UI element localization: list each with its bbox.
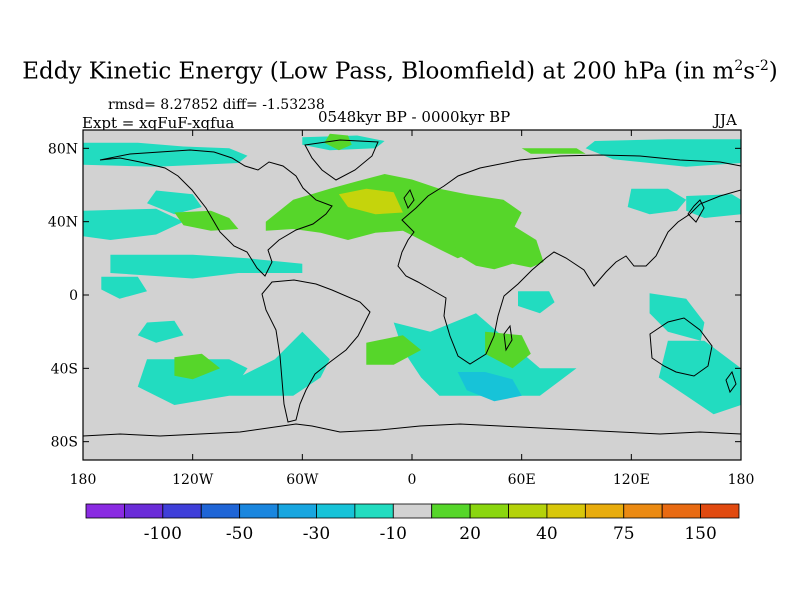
y-tick-label: 80N — [48, 141, 78, 157]
region-australia-cyan — [658, 340, 741, 415]
colorbar-box — [392, 503, 433, 519]
region-pacific-green — [174, 353, 221, 380]
north-america-coast — [99, 149, 333, 277]
x-tick-label: 0 — [408, 472, 417, 488]
eurasia-africa-coast — [397, 154, 741, 365]
x-tick-label: 180 — [728, 472, 755, 488]
new-zealand-coast — [725, 370, 737, 394]
region-west-pacific-cyan — [83, 208, 184, 240]
x-tick-label: 120E — [613, 472, 650, 488]
region-atlantic-green — [366, 335, 422, 365]
chart-title: Eddy Kinetic Energy (Low Pass, Bloomfiel… — [22, 58, 778, 85]
season-label: JJA — [714, 111, 737, 129]
region-us-green — [174, 210, 239, 231]
colorbar-box — [469, 503, 509, 519]
madagascar-coast — [503, 324, 513, 352]
japan-coast — [687, 199, 705, 223]
period-label: 0548kyr BP - 0000kyr BP — [318, 108, 511, 126]
y-axis: 80N 40N 0 40S 80S — [48, 141, 741, 451]
colorbar-label: 20 — [459, 524, 481, 544]
y-tick-label: 0 — [69, 288, 78, 304]
region-siberia-arctic — [585, 139, 741, 167]
colorbar-label: -50 — [226, 524, 253, 544]
y-tick-label: 40S — [51, 361, 78, 377]
south-america-coast — [261, 279, 371, 423]
x-tick-label: 180 — [70, 472, 97, 488]
colorbar-label: -10 — [380, 524, 407, 544]
greenland-coast — [304, 139, 379, 181]
colorbar-box — [700, 503, 740, 519]
colorbar-box — [661, 503, 701, 519]
region-north-atlantic-core — [338, 188, 403, 215]
region-south-indian-deep — [457, 372, 522, 402]
region-russia-green — [521, 148, 586, 154]
colorbar: -100 -50 -30 -10 20 40 75 150 — [85, 503, 740, 544]
colorbar-box — [239, 503, 279, 519]
region-pacific-small — [101, 276, 147, 299]
x-axis: 180 120W 60W 0 60E 120E 180 — [70, 130, 755, 488]
region-indian-ocean-east — [649, 293, 705, 341]
region-middle-east-green — [448, 221, 544, 270]
colorbar-box — [124, 503, 164, 519]
colorbar-box — [316, 503, 356, 519]
experiment-label: Expt = xqFuF-xqfua — [82, 114, 235, 132]
colorbar-label: 40 — [536, 524, 558, 544]
x-tick-label: 60E — [508, 472, 536, 488]
colorbar-box — [85, 503, 125, 519]
colorbar-box — [584, 503, 625, 519]
y-tick-label: 80S — [51, 435, 78, 451]
antarctica-coast — [83, 423, 741, 437]
colorbar-label: 75 — [613, 524, 635, 544]
colorbar-box — [508, 503, 548, 519]
region-east-asia-cyan — [627, 188, 687, 215]
colorbar-box — [623, 503, 663, 519]
x-tick-label: 120W — [172, 472, 214, 488]
region-south-america-south — [229, 331, 330, 396]
region-africa-east — [518, 291, 555, 314]
colorbar-label: 150 — [684, 524, 716, 544]
colorbar-box — [162, 503, 202, 519]
region-tropical-pacific — [110, 254, 303, 279]
colorbar-label: -30 — [303, 524, 330, 544]
colorbar-box — [431, 503, 471, 519]
uk-coast — [403, 188, 415, 210]
colorbar-box — [354, 503, 394, 519]
region-arctic-pacific — [83, 142, 248, 167]
colorbar-box — [200, 503, 241, 519]
colorbar-label: -100 — [144, 524, 182, 544]
y-tick-label: 40N — [48, 215, 78, 231]
colorbar-box — [277, 503, 317, 519]
region-indian-green — [485, 331, 531, 369]
australia-coast — [649, 317, 713, 377]
x-tick-label: 60W — [286, 472, 319, 488]
region-greenland-green — [324, 133, 352, 151]
region-southern-small — [137, 320, 184, 343]
region-southern-pacific — [137, 359, 248, 405]
stats-label: rmsd= 8.27852 diff= -1.53238 — [108, 97, 325, 113]
coastlines — [83, 139, 741, 437]
colorbar-box — [546, 503, 586, 519]
region-north-pacific-small — [147, 190, 202, 215]
